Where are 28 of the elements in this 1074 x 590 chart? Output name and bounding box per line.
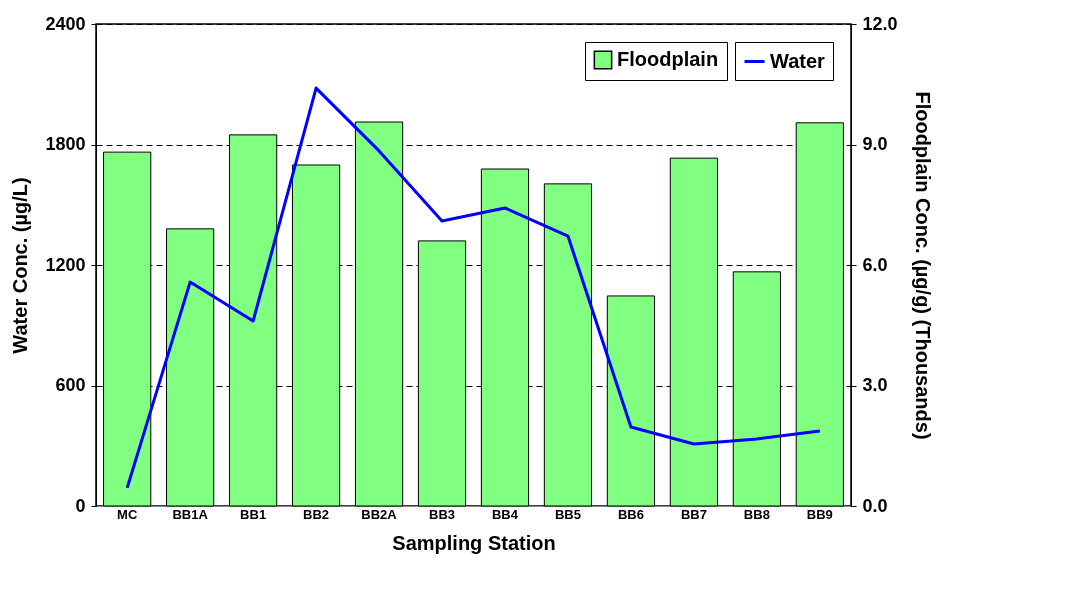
x-tick-label: BB2 [303,506,330,522]
y2-tick-label: 0.0 [862,495,888,516]
y2-tick-label: 6.0 [862,254,888,275]
x-tick-label: BB9 [806,506,833,522]
y2-tick-label: 3.0 [862,375,888,395]
x-tick-label: BB8 [743,506,770,522]
x-axis-title: Sampling Station [392,531,556,554]
y-tick-label: 0 [75,495,86,516]
x-tick-label: MC [117,506,138,522]
y-axis-title: Water Conc. (µg/L) [9,177,32,354]
x-tick-label: BB1A [172,506,209,522]
y-tick-label: 1800 [45,134,86,154]
x-tick-label: BB1 [240,506,267,522]
y2-tick-label: 9.0 [862,134,888,154]
legend-label: Water [770,49,826,72]
y-tick-label: 2400 [45,13,86,34]
y2-axis-title: Floodplain Conc. (µg/g) (Thousands) [911,91,934,440]
x-tick-label: BB4 [491,506,519,522]
x-tick-label: BB3 [429,506,456,522]
y2-tick-label: 12.0 [862,13,898,34]
line-series [125,86,822,490]
x-tick-label: BB2A [361,506,398,522]
x-tick-label: BB7 [680,506,707,522]
legend-label: Floodplain [617,48,719,70]
y-tick-label: 1200 [45,254,86,275]
x-tick-label: BB6 [617,506,644,522]
y-tick-label: 600 [55,375,86,395]
x-tick-label: BB5 [554,506,581,522]
